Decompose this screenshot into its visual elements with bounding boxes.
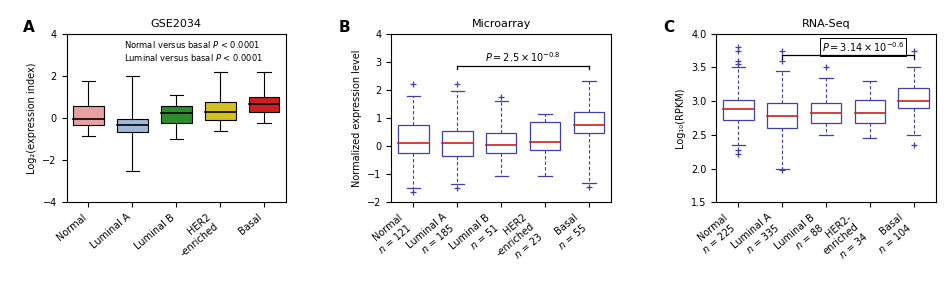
Text: $P = 2.5 \times 10^{-0.8}$: $P = 2.5 \times 10^{-0.8}$: [485, 50, 560, 64]
Bar: [810, 103, 842, 123]
Text: GSE2034: GSE2034: [151, 19, 201, 29]
Bar: [530, 122, 560, 150]
Bar: [723, 100, 753, 120]
Bar: [574, 112, 604, 133]
Y-axis label: Log₂(expression index): Log₂(expression index): [27, 62, 37, 174]
Bar: [485, 133, 517, 153]
Text: A: A: [23, 20, 34, 35]
Bar: [205, 102, 236, 120]
Bar: [442, 131, 472, 156]
Bar: [767, 103, 797, 128]
Bar: [855, 100, 885, 123]
Text: $P = 3.14 \times 10^{-0.6}$: $P = 3.14 \times 10^{-0.6}$: [823, 40, 904, 54]
Bar: [249, 97, 279, 112]
Bar: [161, 106, 192, 123]
Text: RNA-Seq: RNA-Seq: [802, 19, 850, 29]
Bar: [899, 88, 929, 108]
Bar: [117, 119, 147, 132]
Text: C: C: [663, 20, 674, 35]
Bar: [398, 125, 428, 153]
Y-axis label: Normalized expression level: Normalized expression level: [352, 49, 362, 187]
Bar: [73, 106, 104, 125]
Text: Normal versus basal $P$ < 0.0001
Luminal versus basal $P$ < 0.0001: Normal versus basal $P$ < 0.0001 Luminal…: [124, 39, 262, 63]
Y-axis label: Log₁₀(RPKM): Log₁₀(RPKM): [675, 88, 686, 148]
Text: Microarray: Microarray: [471, 19, 531, 29]
Text: B: B: [339, 20, 351, 35]
